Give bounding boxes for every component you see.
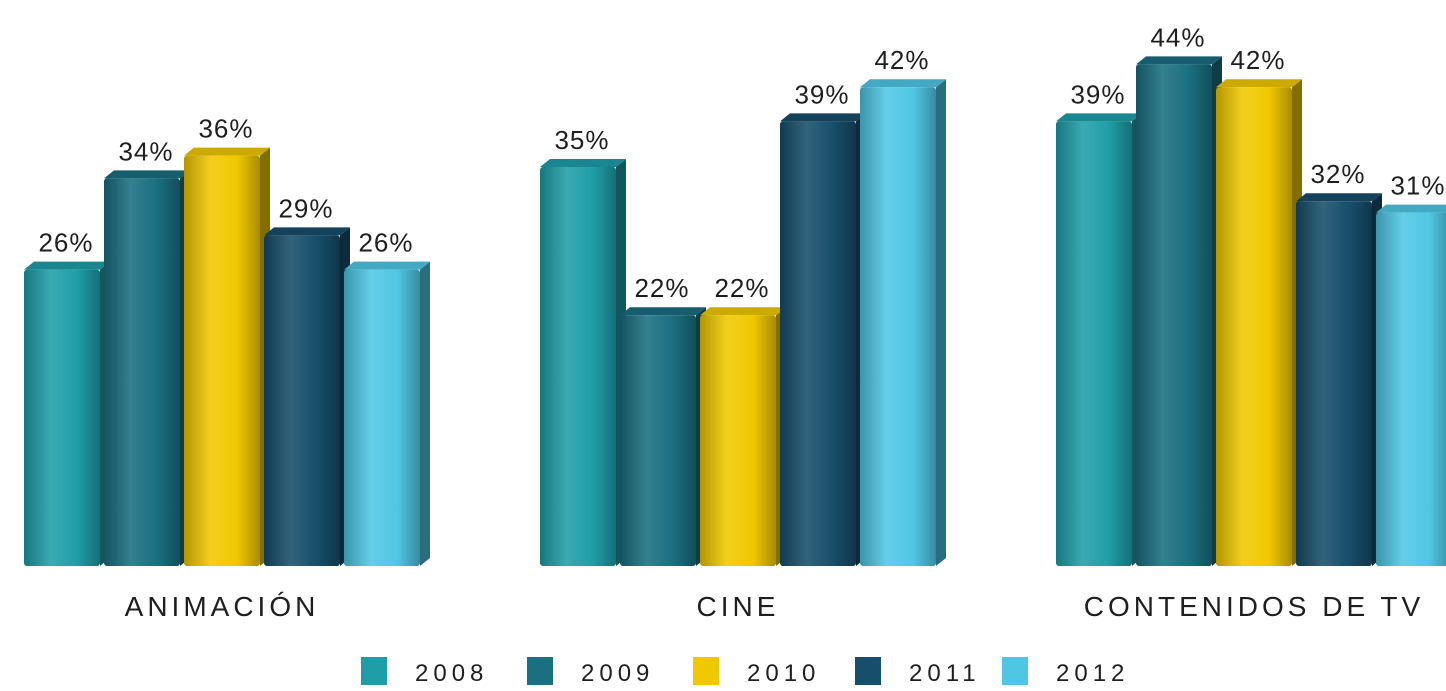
bar-2011-1 (780, 121, 856, 567)
bar-top-2011-2 (1296, 193, 1382, 202)
bars-layer (24, 56, 1446, 567)
value-label: 32% (1310, 159, 1365, 189)
legend-label-2011: 2011 (909, 660, 981, 687)
value-label: 39% (1070, 79, 1125, 109)
bar-top-2012-2 (1376, 204, 1446, 213)
bar-2010-2 (1216, 87, 1292, 566)
value-label: 36% (198, 114, 253, 144)
bar-2009-1 (620, 315, 696, 566)
value-label: 29% (278, 193, 333, 223)
value-label: 34% (118, 136, 173, 166)
bar-top-2009-0 (104, 170, 190, 179)
bar-2009-0 (104, 178, 180, 566)
bar-2010-0 (184, 155, 260, 566)
bar-2011-0 (264, 235, 340, 566)
value-label: 26% (38, 228, 93, 258)
bar-top-2008-2 (1056, 113, 1142, 122)
legend-label-2012: 2012 (1056, 660, 1129, 687)
bar-top-2010-2 (1216, 79, 1302, 88)
value-label: 44% (1150, 22, 1205, 52)
category-label: CINE (697, 591, 780, 622)
bar-2008-0 (24, 269, 100, 566)
bar-2011-2 (1296, 201, 1372, 566)
bar-2009-2 (1136, 64, 1212, 567)
bar-top-2012-0 (344, 261, 430, 270)
legend-swatch-2010 (693, 657, 719, 685)
bar-top-2009-2 (1136, 56, 1222, 65)
legend-swatch-2008 (361, 657, 387, 685)
bar-top-2011-0 (264, 227, 350, 236)
legend-label-2010: 2010 (747, 660, 820, 687)
bar-2008-1 (540, 167, 616, 566)
value-labels-layer: 26% 34% 36% 29% 26% 35% 22% 22% 39% 42% 39% 44% 42% 3… (38, 22, 1445, 303)
bar-2012-1 (860, 87, 936, 566)
category-labels-layer: ANIMACIÓN CINE CONTENIDOS DE TV (125, 591, 1424, 622)
bar-2008-2 (1056, 121, 1132, 567)
category-label: ANIMACIÓN (125, 591, 320, 622)
bar-top-2010-1 (700, 307, 786, 316)
bar-side-2012-1 (936, 79, 946, 566)
value-label: 22% (634, 273, 689, 303)
value-label: 42% (1230, 45, 1285, 75)
value-label: 22% (714, 273, 769, 303)
bar-top-2010-0 (184, 147, 270, 156)
bar-top-2009-1 (620, 307, 706, 316)
bar-2012-2 (1376, 212, 1446, 566)
value-label: 42% (874, 45, 929, 75)
bar-side-2012-0 (420, 261, 430, 566)
value-label: 26% (358, 228, 413, 258)
value-label: 35% (554, 125, 609, 155)
value-label: 31% (1390, 171, 1445, 201)
bar-top-2012-1 (860, 79, 946, 88)
legend: 2008 2009 2010 2011 2012 (361, 657, 1129, 687)
bar-top-2008-0 (24, 261, 110, 270)
legend-swatch-2011 (855, 657, 881, 685)
bar-2012-0 (344, 269, 420, 566)
bar-2010-1 (700, 315, 776, 566)
bar-top-2011-1 (780, 113, 866, 122)
legend-label-2008: 2008 (415, 660, 488, 687)
category-label: CONTENIDOS DE TV (1084, 591, 1424, 622)
legend-swatch-2012 (1002, 657, 1028, 685)
bar-top-2008-1 (540, 159, 626, 167)
value-label: 39% (794, 79, 849, 109)
legend-label-2009: 2009 (581, 660, 654, 687)
legend-swatch-2009 (527, 657, 553, 685)
